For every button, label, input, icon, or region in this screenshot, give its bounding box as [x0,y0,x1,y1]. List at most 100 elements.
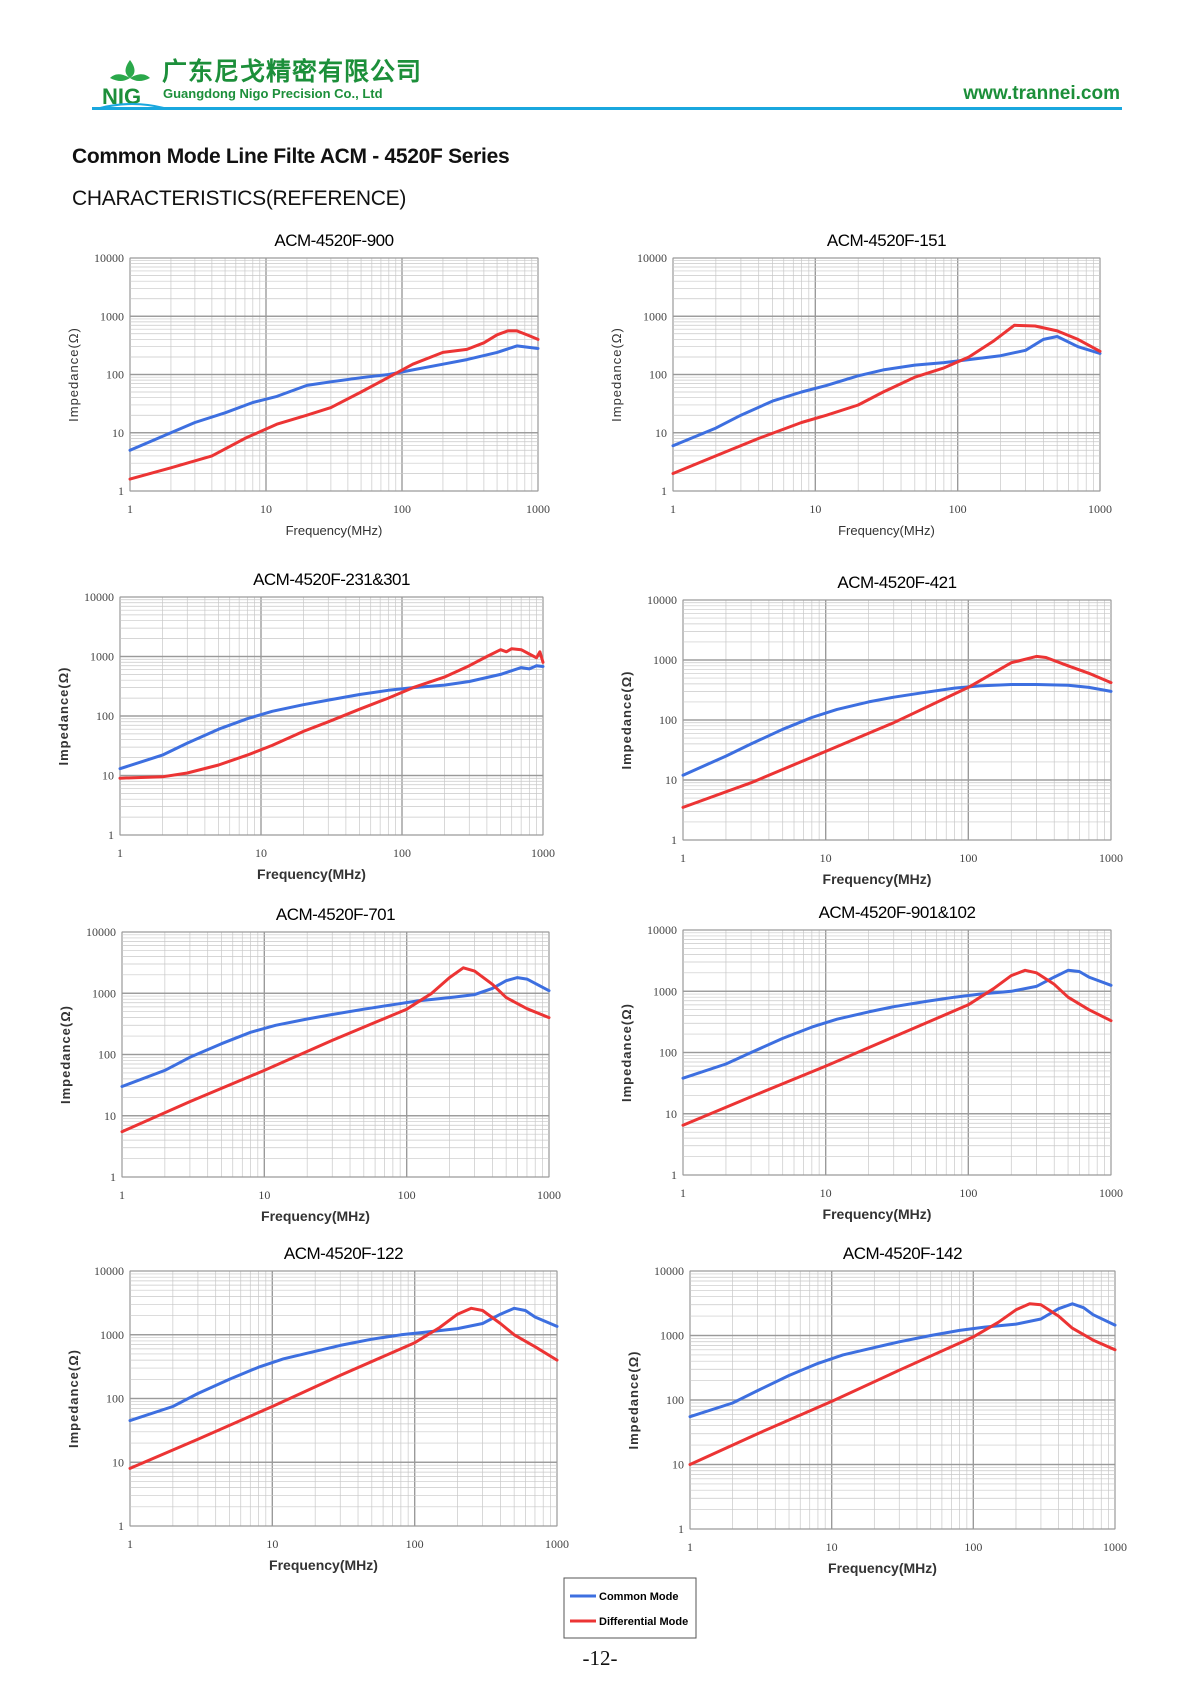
chart-title: ACM-4520F-701 [276,905,395,924]
common-mode-line [120,976,551,1088]
company-name-cn: 广东尼戈精密有限公司 [162,57,423,86]
y-axis-label: Impedance(Ω) [66,327,81,422]
grid-lines [129,1270,558,1527]
y-tick-label: 1 [108,828,114,842]
chart-1: ACM-4520F-900 1 10 100 1000 10000 1 10 100 1000 Fr… [66,231,550,538]
x-tick-label: 1 [127,502,133,516]
website-link[interactable]: www.trannei.com [963,83,1120,104]
header-divider [92,107,1122,110]
x-tick-label: 10 [258,1188,270,1202]
y-tick-label: 100 [106,368,124,382]
x-tick-label: 1000 [1103,1540,1127,1554]
y-tick-label: 10000 [654,1264,684,1278]
chart-2: ACM-4520F-151 1 10 100 1000 10000 1 10 100 1000 Fr… [609,231,1112,538]
document-title: Common Mode Line Filte ACM - 4520F Serie… [72,145,510,168]
x-tick-label: 100 [959,851,977,865]
common-mode-line [688,1302,1117,1419]
x-tick-label: 10 [820,1186,832,1200]
common-mode-line [681,968,1113,1080]
common-mode-line [671,335,1102,448]
x-tick-label: 100 [398,1188,416,1202]
y-tick-label: 100 [96,709,114,723]
y-tick-label: 10 [665,1107,677,1121]
legend-label-common: Common Mode [599,1591,678,1603]
x-tick-label: 100 [406,1537,424,1551]
x-axis-label: Frequency(MHz) [286,523,383,538]
section-title: CHARACTERISTICS(REFERENCE) [72,187,407,210]
y-axis-label: Impedance(Ω) [58,1005,73,1104]
y-tick-label: 1000 [660,1329,684,1343]
x-tick-label: 1000 [1099,1186,1123,1200]
y-tick-label: 100 [666,1393,684,1407]
common-mode-line [128,344,540,452]
x-tick-label: 10 [266,1537,278,1551]
grid-lines [682,929,1112,1176]
y-tick-label: 100 [659,713,677,727]
y-tick-label: 10 [112,1455,124,1469]
grid-lines [682,599,1112,841]
x-axis-label: Frequency(MHz) [828,1560,937,1576]
x-tick-label: 1 [687,1540,693,1554]
y-tick-label: 1000 [643,309,667,323]
common-mode-line [128,1306,559,1423]
y-tick-label: 1 [661,484,667,498]
chart-title: ACM-4520F-231&301 [253,570,410,589]
chart-title: ACM-4520F-901&102 [819,903,976,922]
chart-title: ACM-4520F-142 [843,1244,962,1263]
differential-mode-line [688,1302,1117,1466]
chart-6: ACM-4520F-901&102 1 10 100 1000 10000 1 10 100 10… [619,903,1123,1222]
company-name-en: Guangdong Nigo Precision Co., Ltd [163,86,383,101]
page-number: -12- [582,1646,618,1670]
y-tick-label: 1 [671,1168,677,1182]
x-tick-label: 1 [117,846,123,860]
x-tick-label: 1000 [1099,851,1123,865]
x-tick-label: 10 [820,851,832,865]
y-tick-label: 1 [110,1170,116,1184]
x-tick-label: 1 [680,851,686,865]
x-tick-label: 1 [680,1186,686,1200]
x-axis-label: Frequency(MHz) [823,1206,932,1222]
y-tick-label: 10000 [94,251,124,265]
y-tick-label: 10000 [647,923,677,937]
differential-mode-line [671,323,1102,475]
differential-mode-line [118,647,545,780]
y-tick-label: 1 [678,1522,684,1536]
y-tick-label: 10000 [84,590,114,604]
differential-mode-line [128,1306,559,1470]
chart-4: ACM-4520F-421 1 10 100 1000 10000 1 10 100 1000 Fr… [619,573,1123,887]
y-tick-label: 1 [118,1519,124,1533]
x-axis-label: Frequency(MHz) [269,1557,378,1573]
differential-mode-line [681,654,1113,809]
y-tick-label: 10000 [94,1264,124,1278]
x-tick-label: 100 [949,502,967,516]
x-tick-label: 10 [260,502,272,516]
y-tick-label: 1 [671,833,677,847]
chart-title: ACM-4520F-122 [284,1244,403,1263]
x-axis-label: Frequency(MHz) [823,871,932,887]
x-tick-label: 100 [393,846,411,860]
y-tick-label: 10000 [637,251,667,265]
grid-lines [119,596,544,836]
x-tick-label: 1000 [1088,502,1112,516]
page-header: NIG 广东尼戈精密有限公司 Guangdong Nigo Precision … [0,0,1200,120]
chart-7: ACM-4520F-122 1 10 100 1000 10000 1 10 100 1000 Fr… [66,1244,569,1573]
x-axis-label: Frequency(MHz) [261,1208,370,1224]
nig-logo-icon: NIG [100,60,164,109]
y-tick-label: 10 [665,773,677,787]
y-tick-label: 1000 [653,653,677,667]
y-tick-label: 100 [659,1046,677,1060]
x-axis-label: Frequency(MHz) [838,523,935,538]
y-tick-label: 1000 [90,650,114,664]
x-tick-label: 100 [964,1540,982,1554]
y-tick-label: 10 [655,426,667,440]
chart-title: ACM-4520F-900 [274,231,393,250]
y-axis-label: Impedance(Ω) [619,671,634,770]
y-tick-label: 10 [672,1458,684,1472]
differential-mode-line [681,968,1113,1127]
y-tick-label: 100 [106,1392,124,1406]
grid-lines [689,1270,1116,1530]
chart-5: ACM-4520F-701 1 10 100 1000 10000 1 10 100 1000 Fr… [58,905,561,1224]
chart-title: ACM-4520F-421 [837,573,956,592]
common-mode-line [681,683,1113,777]
